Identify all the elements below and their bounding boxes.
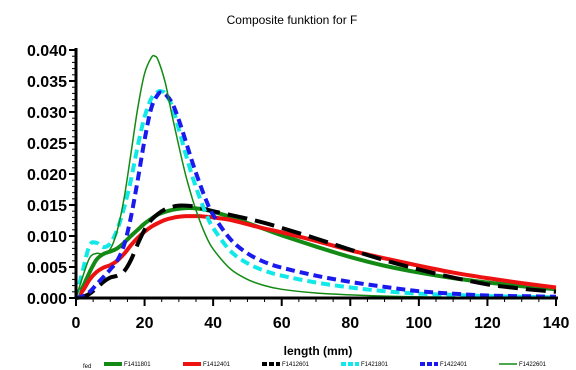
y-tick-label: 0.005: [27, 260, 67, 277]
x-tick-label: 40: [204, 315, 222, 332]
y-tick-label: 0.030: [27, 105, 67, 122]
x-tick-label: 100: [406, 315, 433, 332]
series-line-F1412601: [75, 203, 557, 300]
x-tick-label: 80: [341, 315, 359, 332]
x-tick-label: 60: [273, 315, 291, 332]
legend-label: F1412401: [203, 362, 231, 368]
legend: fed F1411801 F1412401 F1412601 F1421801 F142…: [83, 362, 547, 370]
y-tick-label: 0.010: [27, 229, 67, 246]
x-tick-label: 120: [474, 315, 501, 332]
legend-label: F1422401: [440, 362, 468, 368]
y-tick-label: 0.020: [27, 167, 67, 184]
x-axis-label: length (mm): [284, 344, 353, 358]
x-tick-label: 140: [543, 315, 570, 332]
legend-title: fed: [83, 364, 91, 370]
legend-label: F1422601: [519, 362, 547, 368]
plot-area: [74, 54, 557, 300]
series-line-F1421801: [74, 88, 557, 300]
y-tick-label: 0.035: [27, 74, 67, 91]
y-tick-label: 0.000: [27, 291, 67, 308]
y-tick-label: 0.040: [27, 43, 67, 60]
y-axis-ticks: 0.000 0.005 0.010 0.015 0.020 0.025 0.030 0.035…: [27, 43, 76, 308]
x-axis-ticks: 0 20 40 60 80 100 120 140: [72, 298, 570, 332]
legend-label: F1421801: [361, 362, 389, 368]
series-line-F1411801: [74, 206, 557, 300]
legend-label: F1411801: [124, 362, 151, 368]
series-line-F1422601: [75, 54, 557, 299]
y-tick-label: 0.025: [27, 136, 67, 153]
x-tick-label: 20: [136, 315, 154, 332]
y-tick-label: 0.015: [27, 198, 67, 215]
legend-label: F1412601: [282, 362, 310, 368]
x-tick-label: 0: [72, 315, 81, 332]
series-line-F1422401: [75, 90, 557, 300]
chart-title: Composite funktion for F: [227, 13, 358, 27]
